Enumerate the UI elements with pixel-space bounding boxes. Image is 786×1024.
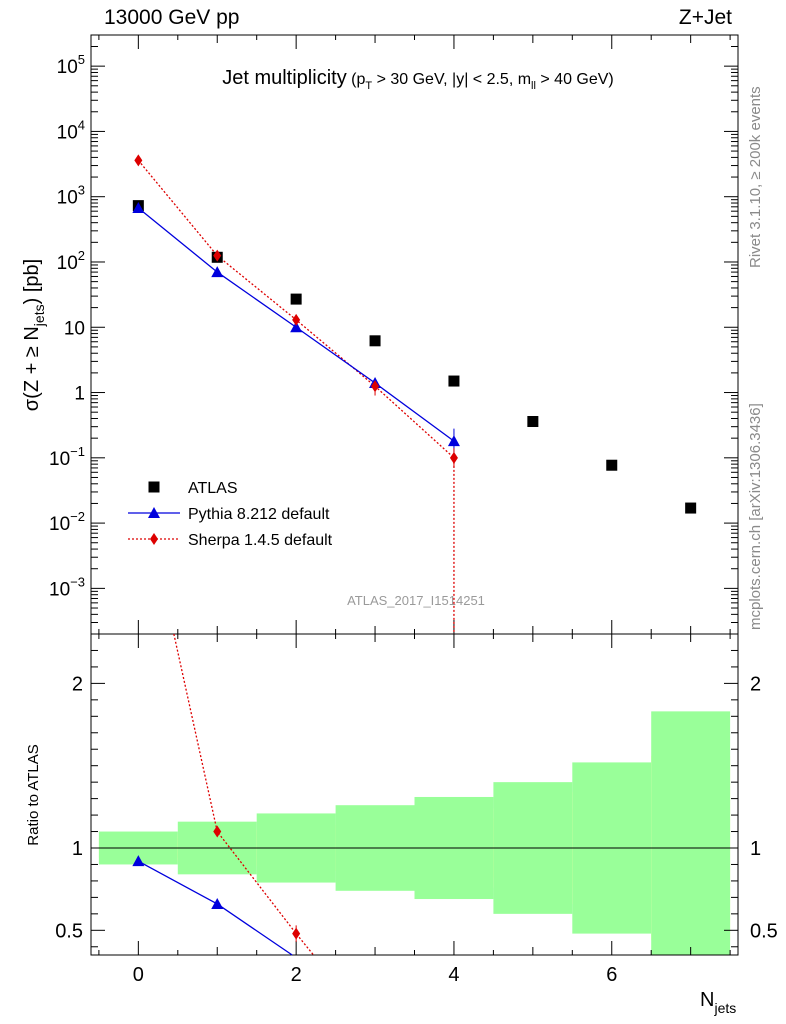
xlabel-main: N xyxy=(700,989,714,1011)
ratio-y-tick-label: 0.5 xyxy=(750,920,778,942)
legend-label: Pythia 8.212 default xyxy=(188,506,330,523)
main-ylabel: σ(Z + ≥ Njets) [pb] xyxy=(21,259,47,411)
energy-label: 13000 GeV pp xyxy=(104,6,239,29)
pythia-point xyxy=(290,321,303,333)
atlas-point xyxy=(606,459,618,471)
ylabel-main: σ(Z + ≥ N xyxy=(21,326,43,411)
plot-title: Jet multiplicity (pT > 30 GeV, |y| < 2.5… xyxy=(222,67,614,92)
y-tick-label: 1 xyxy=(74,384,85,405)
legend-atlas-marker xyxy=(148,481,160,493)
sherpa-point xyxy=(449,451,458,464)
mcplots-credit: mcplots.cern.ch [arXiv:1306.3436] xyxy=(747,403,764,630)
subtitle-m-cut: > 40 GeV) xyxy=(536,71,614,88)
subtitle-pt-cut: > 30 GeV, |y| < 2.5, m xyxy=(372,71,531,88)
ratio-y-tick-label: 2 xyxy=(72,673,83,695)
y-tick-label: 10−1 xyxy=(49,444,85,470)
sherpa-line xyxy=(137,159,455,459)
x-tick-label: 4 xyxy=(448,964,459,986)
y-tick-label: 104 xyxy=(57,117,85,143)
rivet-version-note: Rivet 3.1.10, ≥ 200k events xyxy=(747,86,764,268)
legend-label: ATLAS xyxy=(188,480,238,497)
y-tick-label: 10 xyxy=(64,318,85,339)
atlas-point xyxy=(448,375,460,387)
x-tick-label: 2 xyxy=(291,964,302,986)
ylabel-sub: jets xyxy=(31,304,47,327)
y-tick-label: 103 xyxy=(57,183,85,209)
analysis-watermark: ATLAS_2017_I1514251 xyxy=(347,593,485,608)
atlas-point xyxy=(527,416,539,428)
x-tick-label: 6 xyxy=(606,964,617,986)
y-tick-label: 105 xyxy=(57,52,85,78)
y-tick-label: 10−3 xyxy=(49,574,85,600)
subtitle-p: p xyxy=(356,71,365,88)
atlas-point xyxy=(685,502,697,514)
xlabel: Njets xyxy=(700,989,736,1016)
legend-pythia-marker xyxy=(148,507,160,518)
ratio-y-tick-label: 1 xyxy=(72,838,83,860)
ylabel-unit: ) [pb] xyxy=(21,259,43,305)
y-tick-label: 102 xyxy=(57,248,85,274)
ratio-ylabel: Ratio to ATLAS xyxy=(25,744,42,845)
x-tick-label: 0 xyxy=(133,964,144,986)
pythia-ratio-point xyxy=(211,897,224,909)
legend-sherpa-marker xyxy=(150,533,158,545)
pythia-ratio-point xyxy=(132,855,145,867)
ratio-y-tick-label: 0.5 xyxy=(55,920,83,942)
process-label: Z+Jet xyxy=(679,6,732,29)
sherpa-point xyxy=(134,154,143,167)
atlas-point xyxy=(369,335,381,347)
legend-label: Sherpa 1.4.5 default xyxy=(188,532,333,549)
uncertainty-bands xyxy=(98,711,731,955)
pythia-point xyxy=(447,435,460,447)
subtitle-t: T xyxy=(365,80,372,92)
sherpa-point xyxy=(292,313,301,326)
sherpa-ratio-point xyxy=(213,825,222,838)
title-main: Jet multiplicity xyxy=(222,67,346,89)
axes: 0 2 4 6 10−3 10−2 10−1 1 10 102 103 104 105 0.5 0.5 1 1 2… xyxy=(49,34,778,986)
sherpa-point xyxy=(213,249,222,262)
ratio-y-tick-label: 2 xyxy=(750,673,761,695)
subtitle-ll: ll xyxy=(531,80,536,92)
ratio-y-tick-label: 1 xyxy=(750,838,761,860)
legend: ATLAS Pythia 8.212 default Sherpa 1.4.5 de… xyxy=(128,480,333,549)
pythia-point xyxy=(132,202,145,214)
sherpa-ratio-point xyxy=(292,927,301,940)
data-marks xyxy=(132,154,697,956)
y-tick-label: 10−2 xyxy=(49,509,85,535)
atlas-point xyxy=(290,293,302,305)
pythia-point xyxy=(211,266,224,278)
sherpa-point xyxy=(371,380,380,393)
sherpa-ratio-line xyxy=(173,633,315,956)
xlabel-sub: jets xyxy=(713,1000,736,1016)
green-band-bin xyxy=(651,711,731,955)
